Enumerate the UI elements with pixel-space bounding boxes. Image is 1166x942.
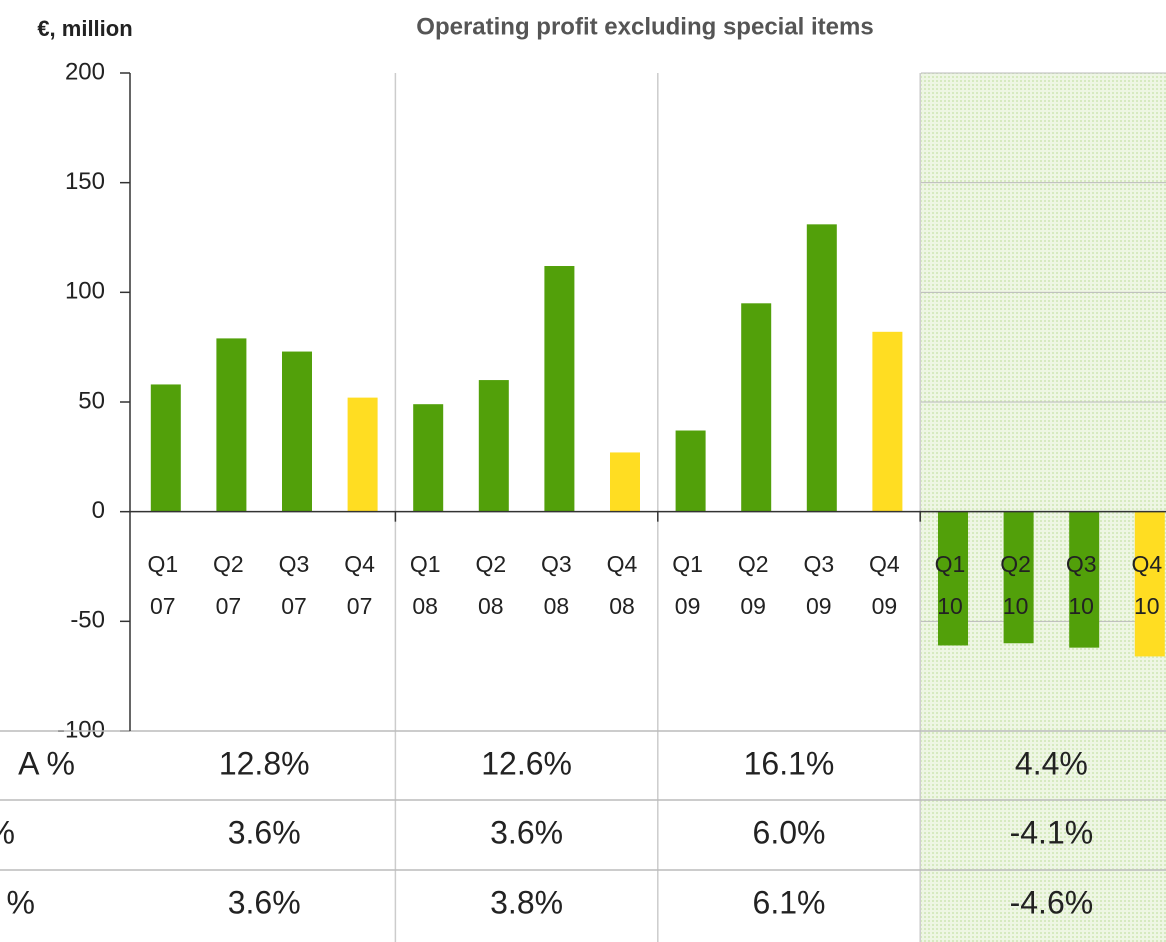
x-tick-label: Q1 xyxy=(935,551,966,577)
bar xyxy=(741,303,772,512)
x-tick-label: 09 xyxy=(740,593,766,619)
row-label: % xyxy=(0,814,15,850)
bar xyxy=(938,511,968,646)
x-tick-label: Q4 xyxy=(869,551,900,577)
x-tick-label: 10 xyxy=(1003,593,1029,619)
x-tick-label: 07 xyxy=(347,593,373,619)
table-cell: 16.1% xyxy=(744,745,835,781)
bar xyxy=(413,404,444,512)
x-tick-label: Q1 xyxy=(672,551,703,577)
x-tick-label: 09 xyxy=(872,593,898,619)
table-cell: 12.6% xyxy=(481,745,572,781)
x-tick-label: Q2 xyxy=(738,551,769,577)
bar xyxy=(872,331,903,512)
bar xyxy=(1003,511,1034,644)
x-tick-label: 07 xyxy=(281,593,307,619)
table-cell: -4.6% xyxy=(1010,884,1094,920)
x-tick-label: Q3 xyxy=(1066,551,1097,577)
unit-label: €, million xyxy=(37,16,132,41)
bar xyxy=(150,384,181,512)
y-tick-label: -100 xyxy=(57,716,105,743)
x-tick-label: Q2 xyxy=(475,551,506,577)
y-tick-label: 100 xyxy=(65,278,105,305)
x-tick-label: 07 xyxy=(216,593,242,619)
bar xyxy=(282,351,312,512)
x-tick-label: Q4 xyxy=(1131,551,1162,577)
bar xyxy=(478,380,509,512)
x-tick-label: 10 xyxy=(1134,593,1160,619)
x-tick-label: 07 xyxy=(150,593,176,619)
bar xyxy=(610,452,640,512)
table-cell: 6.0% xyxy=(753,814,826,850)
table-cell: 3.6% xyxy=(228,814,301,850)
y-tick-label: 150 xyxy=(65,168,105,195)
x-tick-label: 08 xyxy=(544,593,570,619)
table-cell: 3.6% xyxy=(490,814,563,850)
x-tick-label: Q1 xyxy=(147,551,178,577)
x-tick-label: 08 xyxy=(412,593,438,619)
bar xyxy=(1069,511,1100,648)
table-cell: 3.6% xyxy=(228,884,301,920)
x-tick-label: 08 xyxy=(478,593,504,619)
x-tick-label: Q4 xyxy=(344,551,375,577)
bar xyxy=(544,266,575,512)
y-tick-label: 200 xyxy=(65,58,105,85)
row-label: A % xyxy=(18,745,75,781)
x-tick-label: Q4 xyxy=(607,551,638,577)
table-cell: 4.4% xyxy=(1015,745,1088,781)
table-cell: -4.1% xyxy=(1010,814,1094,850)
bar xyxy=(1134,511,1165,657)
forecast-shade xyxy=(921,73,1166,942)
x-tick-label: 10 xyxy=(1068,593,1094,619)
y-tick-label: -50 xyxy=(70,607,105,634)
x-tick-label: 09 xyxy=(675,593,701,619)
x-tick-label: 10 xyxy=(937,593,963,619)
row-label: % xyxy=(7,884,35,920)
table-cell: 12.8% xyxy=(219,745,310,781)
x-tick-label: Q3 xyxy=(541,551,572,577)
x-tick-label: 09 xyxy=(806,593,832,619)
x-tick-label: Q1 xyxy=(410,551,441,577)
bar xyxy=(806,224,837,512)
bar xyxy=(347,397,378,512)
table-cell: 6.1% xyxy=(753,884,826,920)
table-cell: 3.8% xyxy=(490,884,563,920)
y-tick-label: 0 xyxy=(92,497,105,524)
x-tick-label: Q3 xyxy=(279,551,310,577)
bar xyxy=(216,338,247,512)
x-tick-label: Q2 xyxy=(1000,551,1031,577)
bar xyxy=(675,430,706,512)
y-tick-label: 50 xyxy=(78,387,105,414)
x-tick-label: Q2 xyxy=(213,551,244,577)
x-tick-label: 08 xyxy=(609,593,635,619)
chart-title: Operating profit excluding special items xyxy=(416,13,873,40)
x-tick-label: Q3 xyxy=(803,551,834,577)
